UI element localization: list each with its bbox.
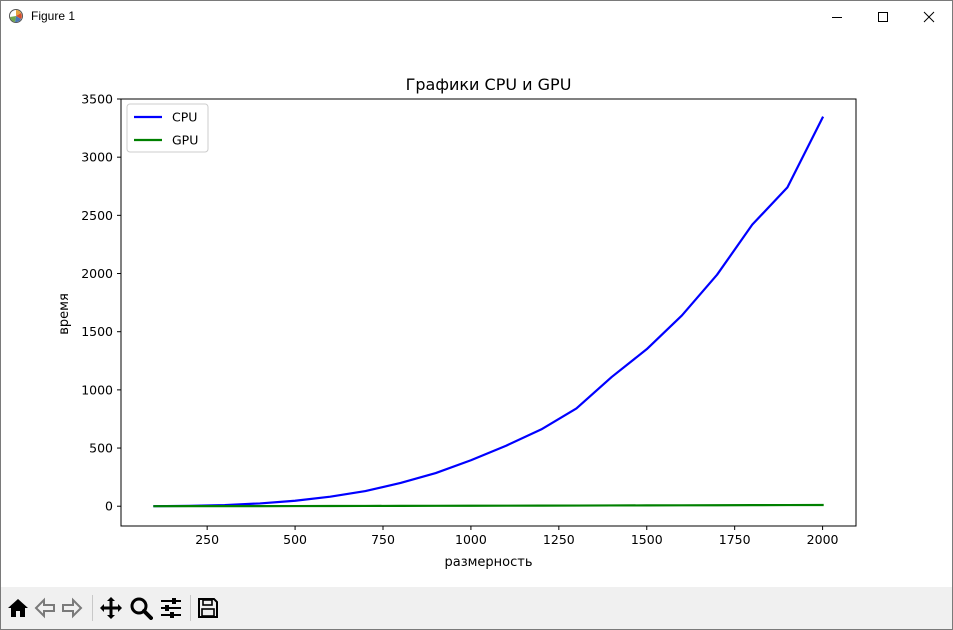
y-tick-label: 2500 [81,208,113,223]
x-tick-label: 750 [371,532,395,547]
figure-canvas[interactable]: Графики CPU и GPU 250 500 750 1000 1250 1500 1… [1,32,952,587]
save-button[interactable] [196,596,220,620]
title-bar[interactable]: Figure 1 [1,1,952,32]
zoom-icon [130,597,153,620]
window-title: Figure 1 [31,9,76,23]
maximize-button[interactable] [860,1,906,32]
save-icon [198,598,218,618]
minimize-button[interactable] [814,1,860,32]
navigation-toolbar [1,587,952,629]
y-tick-label: 1000 [81,382,113,397]
pan-icon [100,597,122,619]
x-tick-label: 1250 [543,532,575,547]
y-tick-label: 2000 [81,266,113,281]
matplotlib-icon [9,9,23,23]
home-button[interactable] [6,596,30,620]
x-tick-label: 1000 [455,532,487,547]
configure-subplots-button[interactable] [159,596,183,620]
home-icon [8,599,28,617]
chart-title: Графики CPU и GPU [406,75,572,94]
x-tick-label: 1500 [631,532,663,547]
y-axis-label: время [57,293,72,335]
line-chart: Графики CPU и GPU 250 500 750 1000 1250 1500 1… [57,75,857,570]
y-tick-label: 3500 [81,92,113,107]
toolbar-separator [190,595,191,621]
x-axis-label: размерность [444,555,532,570]
close-icon [923,11,935,22]
series-line-gpu [153,503,824,508]
close-button[interactable] [906,1,952,32]
back-button[interactable] [33,596,57,620]
back-arrow-icon [34,597,55,619]
forward-button[interactable] [60,596,84,620]
legend-label-cpu: CPU [172,110,197,125]
forward-arrow-icon [62,597,83,619]
legend-label-gpu: GPU [172,133,198,148]
toolbar-separator [92,595,93,621]
x-tick-label: 250 [195,532,219,547]
sliders-icon [161,598,181,618]
pan-button[interactable] [99,596,123,620]
y-tick-label: 500 [89,441,113,456]
x-tick-label: 2000 [807,532,839,547]
x-tick-label: 1750 [719,532,751,547]
x-tick-label: 500 [283,532,307,547]
axes-frame [120,98,857,527]
y-tick-label: 1500 [81,324,113,339]
maximize-icon [878,11,888,22]
minimize-icon [832,16,842,18]
y-tick-label: 0 [105,499,113,514]
zoom-button[interactable] [129,596,153,620]
y-tick-label: 3000 [81,150,113,165]
series-line-cpu [153,116,825,508]
